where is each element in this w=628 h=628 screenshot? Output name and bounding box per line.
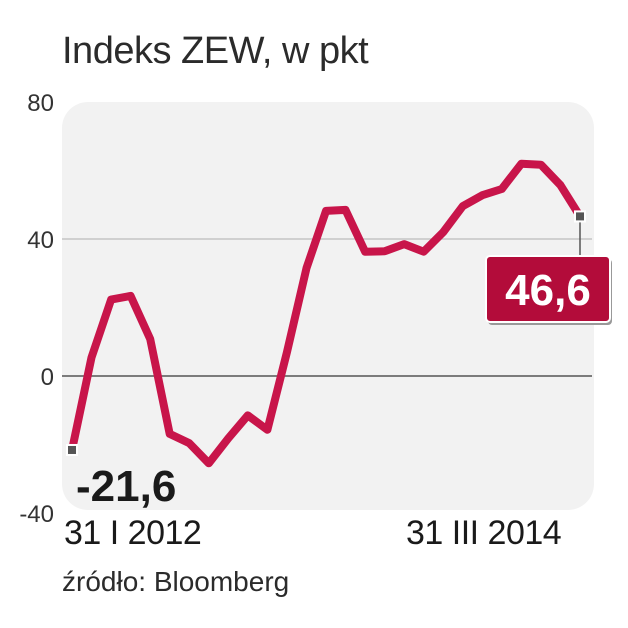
chart-title: Indeks ZEW, w pkt [62, 30, 369, 72]
y-axis-tick-labels: 80 40 0 -40 [19, 90, 54, 528]
y-tick-label: 80 [27, 90, 54, 117]
y-tick-label: -40 [19, 501, 54, 528]
last-value-badge [485, 255, 611, 323]
y-tick-label: 0 [41, 364, 54, 391]
last-value-label: 46,6 [505, 266, 591, 315]
gridlines [62, 238, 592, 377]
x-axis-start-label: 31 I 2012 [64, 514, 202, 552]
first-point-marker [66, 443, 78, 456]
y-tick-label: 40 [27, 227, 54, 254]
x-axis-end-label: 31 III 2014 [406, 514, 562, 552]
source-note: źródło: Bloomberg [62, 566, 290, 597]
data-points [71, 163, 581, 464]
last-point-marker [574, 210, 586, 223]
first-value-label: -21,6 [76, 462, 176, 511]
